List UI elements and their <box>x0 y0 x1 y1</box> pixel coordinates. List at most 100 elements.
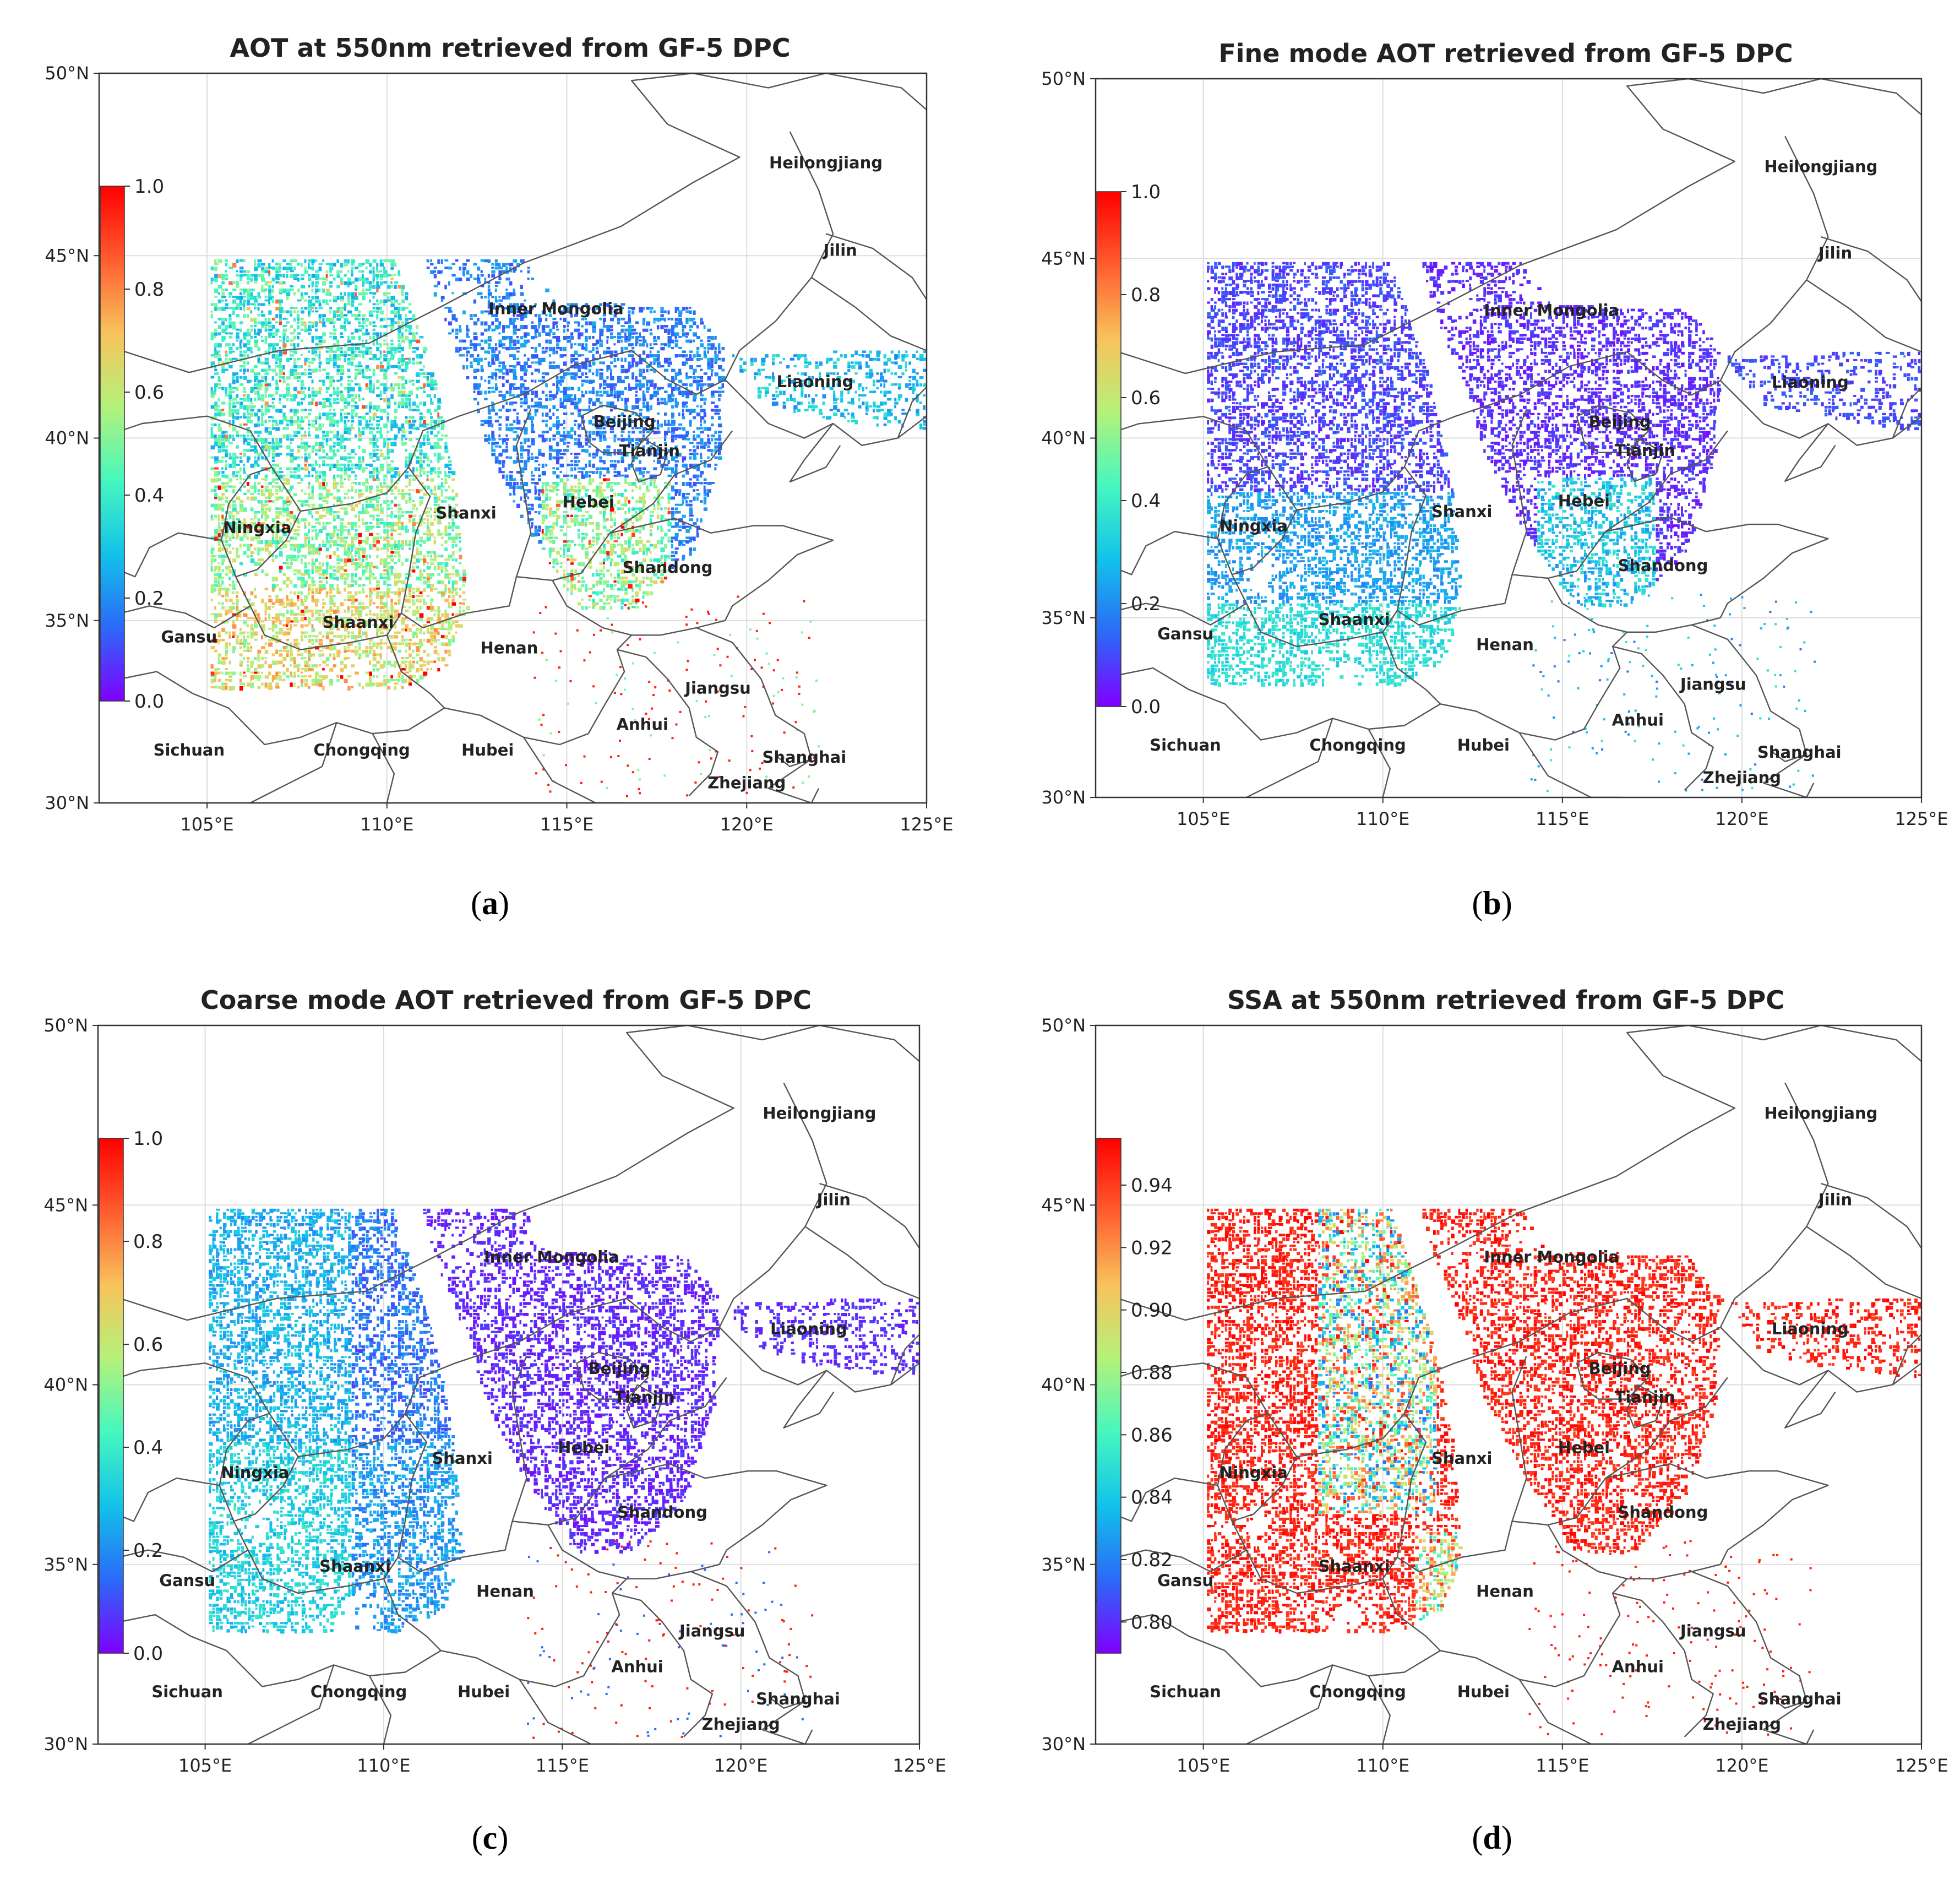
panel-caption: (b) <box>1472 885 1512 921</box>
province-label: Shanxi <box>435 503 496 522</box>
province-label: Heilongjiang <box>763 1104 876 1123</box>
lon-tick-label: 120°E <box>720 814 774 835</box>
lon-tick-label: 105°E <box>178 1755 232 1776</box>
lon-tick-label: 115°E <box>1536 1755 1589 1776</box>
province-label: Jiangsu <box>678 1621 745 1640</box>
province-label: Henan <box>481 638 538 657</box>
lon-tick-label: 120°E <box>714 1755 767 1776</box>
colorbar-tick-label: 0.92 <box>1131 1237 1173 1259</box>
lat-tick-label: 45°N <box>43 1194 88 1215</box>
lon-tick-label: 120°E <box>1715 808 1768 829</box>
lon-tick-label: 105°E <box>180 814 233 835</box>
province-label: Tianjin <box>619 442 680 460</box>
province-boundaries <box>1096 1025 1921 1744</box>
colorbar-tick-label: 0.86 <box>1131 1424 1173 1446</box>
panel-title: SSA at 550nm retrieved from GF-5 DPC <box>1227 985 1784 1015</box>
province-label: Inner Mongolia <box>1484 301 1619 320</box>
panel-letter: a <box>482 885 498 921</box>
lat-tick-label: 50°N <box>1041 68 1086 89</box>
province-label: Ningxia <box>224 518 292 537</box>
province-label: Zhejiang <box>702 1715 780 1734</box>
province-label: Chongqing <box>313 741 410 759</box>
province-label: Jilin <box>823 241 857 259</box>
province-label: Tianjin <box>1615 441 1675 460</box>
province-label: Hubei <box>1457 1682 1510 1701</box>
province-label: Gansu <box>161 628 217 647</box>
province-label: Sichuan <box>1150 736 1221 754</box>
province-label: Hebei <box>563 492 614 511</box>
lon-tick-label: 110°E <box>360 814 413 835</box>
province-label: Ningxia <box>1219 1463 1288 1482</box>
lat-tick-label: 35°N <box>1041 607 1086 628</box>
province-label: Sichuan <box>151 1682 223 1701</box>
province-label: Anhui <box>1612 1658 1664 1676</box>
province-boundaries <box>1096 79 1921 797</box>
colorbar-tick-label: 1.0 <box>1131 181 1161 203</box>
lat-tick-label: 35°N <box>45 610 89 631</box>
province-label: Inner Mongolia <box>484 1248 619 1267</box>
colorbar-tick-label: 0.2 <box>134 588 164 610</box>
province-label: Hebei <box>1558 1438 1610 1457</box>
lat-tick-label: 50°N <box>1041 1015 1086 1036</box>
province-label: Henan <box>476 1582 534 1600</box>
map-panel-d: SSA at 550nm retrieved from GF-5 DPC 30°N… <box>1041 985 1948 1856</box>
province-label: Shanghai <box>1757 1690 1842 1708</box>
retrieval-field <box>209 1208 919 1739</box>
province-label: Gansu <box>159 1571 215 1590</box>
province-label: Ningxia <box>1219 517 1288 535</box>
colorbar-tick-label: 0.6 <box>133 1334 163 1356</box>
colorbar-tick-label: 1.0 <box>133 1128 163 1150</box>
colorbar-tick-label: 0.80 <box>1131 1611 1173 1633</box>
lat-tick-label: 40°N <box>45 428 89 449</box>
panel-letter: d <box>1483 1820 1501 1856</box>
panel-caption: (a) <box>471 885 509 921</box>
province-label: Liaoning <box>776 372 853 391</box>
lon-tick-label: 110°E <box>1356 808 1409 829</box>
province-label: Hebei <box>1558 491 1610 510</box>
province-label: Jiangsu <box>684 678 751 697</box>
province-label: Liaoning <box>770 1319 847 1338</box>
colorbar-tick-label: 0.0 <box>1131 696 1161 718</box>
province-label: Beijing <box>594 412 656 431</box>
province-label: Shanghai <box>1757 743 1842 762</box>
province-label: Inner Mongolia <box>488 299 624 318</box>
province-label: Chongqing <box>1309 1682 1406 1701</box>
province-label: Shandong <box>623 558 713 577</box>
panel-title: Fine mode AOT retrieved from GF-5 DPC <box>1218 39 1793 68</box>
colorbar-tick-label: 0.90 <box>1131 1300 1173 1322</box>
lon-tick-label: 105°E <box>1177 808 1230 829</box>
province-label: Beijing <box>589 1359 651 1378</box>
retrieval-field <box>210 259 927 797</box>
province-label: Heilongjiang <box>1764 158 1877 176</box>
panel-letter: b <box>1483 885 1501 921</box>
lon-tick-label: 125°E <box>1894 808 1948 829</box>
colorbar-tick-label: 0.94 <box>1131 1175 1173 1197</box>
lat-tick-label: 30°N <box>1041 787 1086 808</box>
lat-tick-label: 40°N <box>43 1375 88 1395</box>
colorbar-tick-label: 0.2 <box>1131 593 1161 615</box>
province-label: Jiangsu <box>1679 1621 1746 1640</box>
province-label: Jilin <box>1817 1190 1852 1209</box>
lat-tick-label: 35°N <box>43 1554 88 1575</box>
province-label: Shaanxi <box>1319 1557 1390 1576</box>
province-label: Chongqing <box>1309 736 1406 754</box>
province-label: Anhui <box>611 1658 663 1676</box>
province-label: Shanxi <box>432 1449 492 1468</box>
province-label: Liaoning <box>1772 1319 1849 1338</box>
colorbar-tick-label: 0.82 <box>1131 1549 1173 1571</box>
colorbar-tick-label: 0.8 <box>133 1231 163 1253</box>
province-label: Gansu <box>1157 1571 1213 1590</box>
colorbar-tick-label: 1.0 <box>134 176 164 198</box>
lon-tick-label: 110°E <box>1356 1755 1409 1776</box>
panel-title: AOT at 550nm retrieved from GF-5 DPC <box>230 33 790 63</box>
map-panel-a: AOT at 550nm retrieved from GF-5 DPC 30°N… <box>45 33 953 921</box>
province-label: Henan <box>1476 1582 1534 1600</box>
province-label: Inner Mongolia <box>1484 1248 1619 1267</box>
province-label: Sichuan <box>154 741 225 759</box>
colorbar-tick-label: 0.4 <box>133 1437 163 1459</box>
lon-tick-label: 105°E <box>1177 1755 1230 1776</box>
colorbar-gradient <box>100 186 125 702</box>
province-label: Shanghai <box>756 1690 840 1708</box>
lon-tick-label: 125°E <box>892 1755 946 1776</box>
